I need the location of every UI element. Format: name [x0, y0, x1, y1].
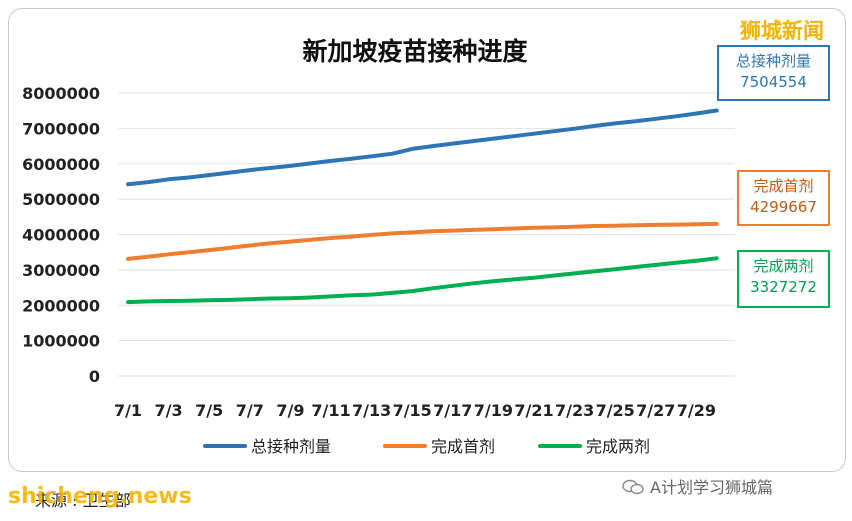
x-tick-label: 7/3 [155, 401, 183, 420]
source-note: 来源 : 卫生部 [35, 491, 131, 510]
x-tick-label: 7/21 [514, 401, 553, 420]
y-tick-label: 7000000 [22, 119, 100, 138]
y-tick-label: 4000000 [22, 226, 100, 245]
y-tick-label: 5000000 [22, 190, 100, 209]
x-tick-label: 7/29 [677, 401, 716, 420]
series-lines [126, 108, 719, 305]
y-tick-label: 3000000 [22, 261, 100, 280]
callout-first-dose: 完成首剂 4299667 [737, 170, 830, 226]
y-tick-label: 1000000 [22, 332, 100, 351]
x-tick-label: 7/27 [636, 401, 675, 420]
brand-logo-text: 狮城新闻 [740, 19, 824, 43]
legend-label: 完成两剂 [586, 437, 650, 456]
callout-total-label: 总接种剂量 [735, 52, 811, 70]
legend-label: 完成首剂 [431, 437, 495, 456]
x-tick-label: 7/23 [555, 401, 594, 420]
callout-total-value: 7504554 [740, 73, 807, 91]
y-axis-ticks: 0 1000000 2000000 3000000 4000000 5000000 6000… [22, 84, 100, 386]
callout-first-label: 完成首剂 [753, 177, 814, 195]
callout-first-value: 4299667 [750, 198, 817, 216]
y-tick-label: 6000000 [22, 155, 100, 174]
account-name: A计划学习狮城篇 [650, 478, 773, 497]
x-axis-ticks: 7/1 7/3 7/5 7/7 7/9 7/11 7/13 7/15 7/17 7/19 7/21 7… [114, 401, 716, 420]
legend: 总接种剂量 完成首剂 完成两剂 [203, 437, 650, 456]
callout-total-doses: 总接种剂量 7504554 [717, 45, 830, 101]
x-tick-label: 7/7 [236, 401, 264, 420]
chart-frame [8, 8, 846, 472]
callout-second-dose: 完成两剂 3327272 [737, 250, 830, 308]
x-tick-label: 7/25 [596, 401, 635, 420]
series-line [126, 221, 719, 261]
watermark-text: shicheng.news [8, 484, 192, 509]
series-line [126, 108, 719, 187]
y-tick-label: 8000000 [22, 84, 100, 103]
x-tick-label: 7/15 [393, 401, 432, 420]
wechat-icon [622, 479, 644, 495]
x-tick-label: 7/19 [474, 401, 513, 420]
grid-lines [118, 92, 735, 377]
legend-label: 总接种剂量 [251, 437, 331, 456]
x-tick-label: 7/5 [195, 401, 223, 420]
y-tick-label: 2000000 [22, 296, 100, 315]
chart-title: 新加坡疫苗接种进度 [302, 37, 527, 66]
x-tick-label: 7/1 [114, 401, 142, 420]
callout-second-value: 3327272 [750, 278, 817, 296]
x-tick-label: 7/9 [276, 401, 304, 420]
series-line [126, 256, 719, 305]
x-tick-label: 7/13 [352, 401, 391, 420]
y-tick-label: 0 [89, 367, 100, 386]
x-tick-label: 7/17 [433, 401, 472, 420]
x-tick-label: 7/11 [311, 401, 350, 420]
account-credit: A计划学习狮城篇 [622, 474, 773, 498]
callout-second-label: 完成两剂 [753, 257, 814, 275]
